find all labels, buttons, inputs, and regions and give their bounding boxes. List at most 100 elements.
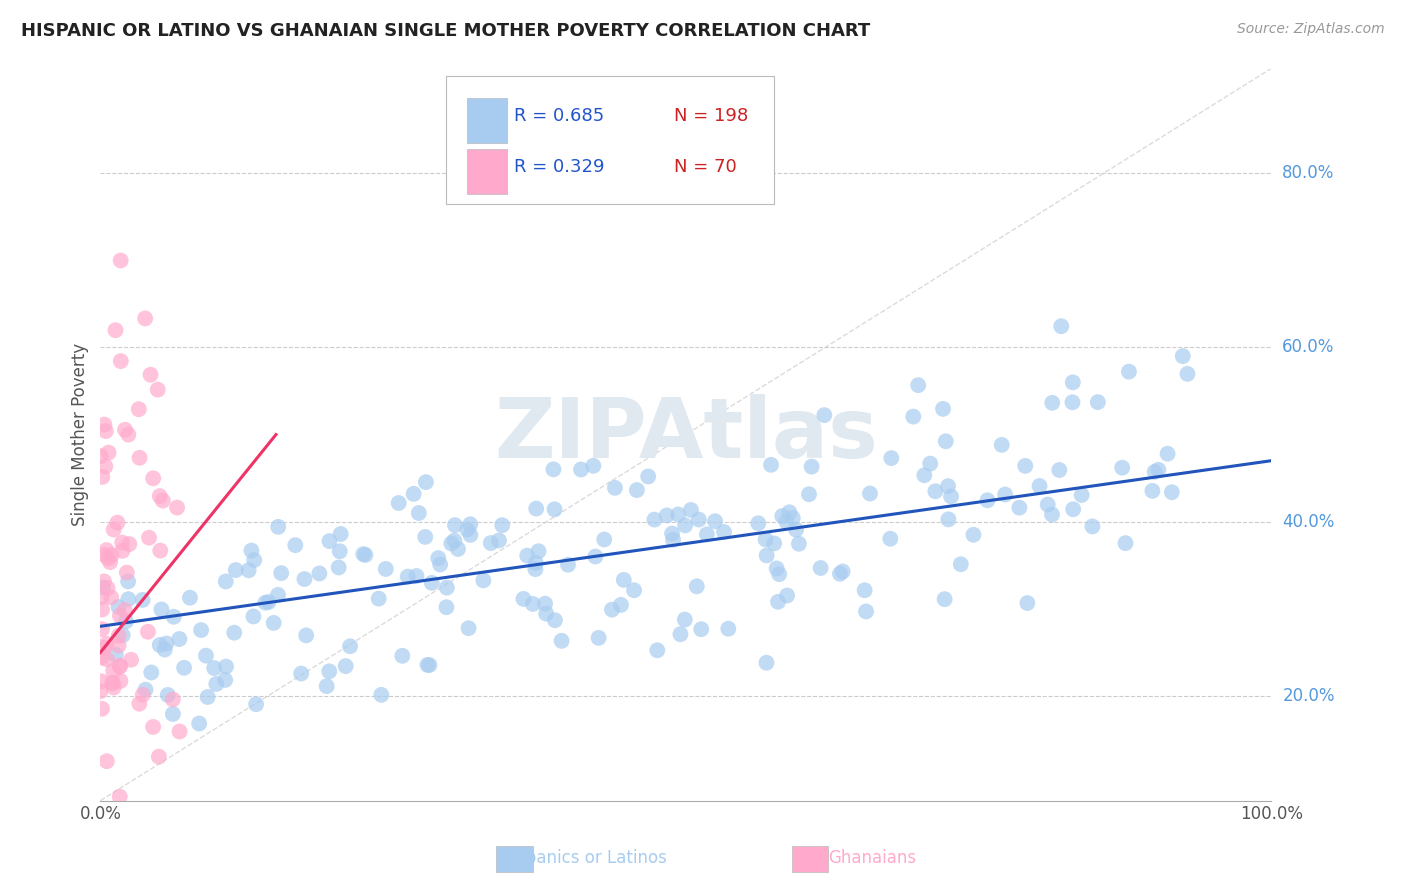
Text: Ghanaians: Ghanaians: [828, 849, 915, 867]
Point: [90, 650, 112, 665]
Point: [108, 659, 131, 673]
Point: [436, 581, 458, 595]
Point: [669, 627, 692, 641]
Point: [420, 575, 443, 590]
Point: [583, 549, 606, 564]
Point: [1017, 596, 1039, 610]
Point: [169, 632, 191, 646]
Point: [429, 558, 451, 572]
Point: [391, 648, 413, 663]
Point: [120, 653, 142, 667]
Point: [103, 681, 125, 695]
Point: [696, 527, 718, 541]
Point: [402, 487, 425, 501]
Point: [907, 378, 929, 392]
Point: [308, 566, 330, 581]
Point: [717, 622, 740, 636]
Point: [534, 607, 557, 621]
Point: [94, 424, 117, 438]
Point: [131, 593, 153, 607]
Point: [149, 638, 172, 652]
Point: [444, 518, 467, 533]
Point: [491, 518, 513, 533]
Point: [550, 633, 572, 648]
Point: [146, 383, 169, 397]
Point: [775, 515, 797, 529]
Point: [91, 622, 114, 636]
Text: R = 0.685: R = 0.685: [513, 107, 605, 125]
Point: [93, 640, 115, 655]
Point: [679, 503, 702, 517]
Text: 40.0%: 40.0%: [1282, 513, 1334, 531]
Point: [1114, 536, 1136, 550]
Point: [162, 692, 184, 706]
Point: [388, 496, 411, 510]
Point: [666, 508, 689, 522]
Point: [1171, 349, 1194, 363]
Point: [1062, 502, 1084, 516]
Point: [91, 702, 114, 716]
Point: [1111, 460, 1133, 475]
Point: [782, 511, 804, 525]
Point: [152, 493, 174, 508]
Point: [688, 512, 710, 526]
Point: [759, 458, 782, 472]
Point: [96, 637, 118, 651]
Point: [690, 622, 713, 636]
Point: [243, 553, 266, 567]
Point: [96, 581, 118, 595]
Point: [990, 438, 1012, 452]
Point: [488, 533, 510, 548]
Point: [527, 544, 550, 558]
Point: [920, 457, 942, 471]
Point: [418, 658, 440, 673]
Point: [284, 538, 307, 552]
Point: [770, 509, 793, 524]
Point: [94, 850, 117, 864]
Point: [938, 512, 960, 526]
Point: [315, 679, 337, 693]
Point: [613, 573, 636, 587]
Point: [524, 556, 547, 570]
Point: [785, 523, 807, 537]
Text: R = 0.329: R = 0.329: [513, 159, 605, 177]
Point: [290, 666, 312, 681]
Point: [924, 484, 946, 499]
Point: [134, 311, 156, 326]
Point: [939, 490, 962, 504]
Point: [110, 253, 132, 268]
FancyBboxPatch shape: [446, 76, 773, 204]
Point: [101, 676, 124, 690]
Point: [472, 574, 495, 588]
Point: [935, 434, 957, 449]
Point: [128, 402, 150, 417]
Point: [98, 555, 121, 569]
Point: [374, 562, 396, 576]
Point: [335, 659, 357, 673]
Point: [111, 628, 134, 642]
Point: [329, 544, 352, 558]
Point: [352, 547, 374, 561]
Point: [755, 533, 778, 547]
Point: [197, 690, 219, 704]
Point: [110, 354, 132, 368]
Point: [163, 609, 186, 624]
Point: [588, 631, 610, 645]
Point: [673, 518, 696, 533]
Point: [934, 592, 956, 607]
Point: [912, 468, 935, 483]
Point: [637, 469, 659, 483]
Point: [267, 520, 290, 534]
Point: [224, 625, 246, 640]
Point: [415, 475, 437, 490]
Point: [1008, 500, 1031, 515]
Point: [155, 636, 177, 650]
Point: [149, 543, 172, 558]
Point: [156, 688, 179, 702]
Point: [813, 408, 835, 422]
Point: [766, 595, 789, 609]
Point: [135, 682, 157, 697]
Point: [242, 609, 264, 624]
Point: [447, 541, 470, 556]
Point: [479, 536, 502, 550]
